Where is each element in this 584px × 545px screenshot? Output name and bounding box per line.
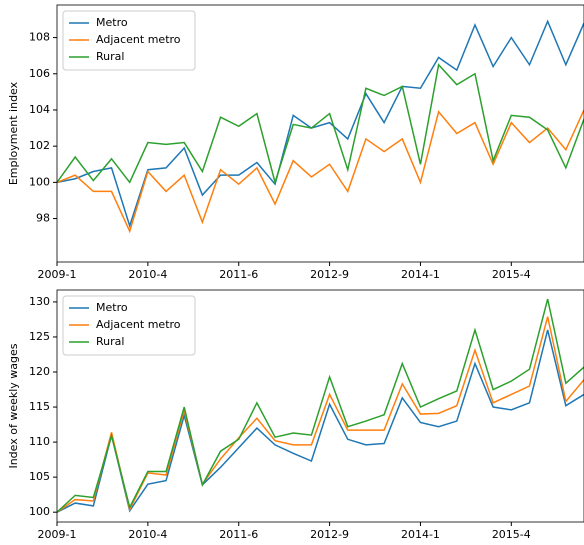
x-tick-label: 2011-6 — [219, 268, 258, 281]
legend-label: Rural — [96, 50, 124, 63]
x-tick-label: 2009-1 — [38, 528, 77, 541]
y-tick-label: 104 — [29, 103, 50, 116]
legend: Metro Adjacent metro Rural — [62, 295, 196, 356]
y-axis-label: Index of weekly wages — [7, 343, 20, 468]
series-line — [57, 329, 584, 513]
lines — [57, 298, 584, 513]
lines — [57, 19, 584, 234]
legend: Metro Adjacent metro Rural — [62, 10, 196, 71]
y-tick-label: 106 — [29, 67, 50, 80]
series-line — [57, 63, 584, 186]
series-line — [57, 298, 584, 513]
y-tick-label: 130 — [29, 295, 50, 308]
legend-label: Metro — [96, 301, 128, 314]
x-tick-label: 2015-4 — [492, 528, 531, 541]
legend-box — [62, 10, 196, 71]
plot-frame — [56, 4, 584, 263]
subplot: 100 105 110 115 120 125 130 2009-1 2010-4 2011-6 2… — [7, 289, 584, 541]
x-tick-label: 2010-4 — [128, 528, 167, 541]
y-tick-label: 98 — [36, 212, 50, 225]
legend-label: Adjacent metro — [96, 33, 181, 46]
legend-label: Rural — [96, 335, 124, 348]
y-axis-label: Employment index — [7, 81, 20, 185]
y-tick-label: 105 — [29, 470, 50, 483]
y-tick-label: 125 — [29, 330, 50, 343]
x-tick-label: 2012-9 — [310, 528, 349, 541]
x-tick-label: 2010-4 — [128, 268, 167, 281]
plot-frame — [56, 289, 584, 523]
x-tick-label: 2015-4 — [492, 268, 531, 281]
legend-label: Adjacent metro — [96, 318, 181, 331]
legend-label: Metro — [96, 16, 128, 29]
x-tick-label: 2014-1 — [401, 528, 440, 541]
x-tick-label: 2009-1 — [38, 268, 77, 281]
x-tick-label: 2011-6 — [219, 528, 258, 541]
y-tick-label: 108 — [29, 31, 50, 44]
y-tick-label: 102 — [29, 139, 50, 152]
series-line — [57, 109, 584, 234]
x-tick-label: 2012-9 — [310, 268, 349, 281]
y-tick-label: 100 — [29, 505, 50, 518]
subplot: 98 100 102 104 106 108 2009-1 2010-4 2011-6 2012-… — [7, 4, 584, 281]
x-tick-label: 2014-1 — [401, 268, 440, 281]
y-tick-label: 110 — [29, 435, 50, 448]
y-tick-label: 120 — [29, 365, 50, 378]
legend-box — [62, 295, 196, 356]
y-tick-label: 100 — [29, 175, 50, 188]
y-tick-label: 115 — [29, 400, 50, 413]
